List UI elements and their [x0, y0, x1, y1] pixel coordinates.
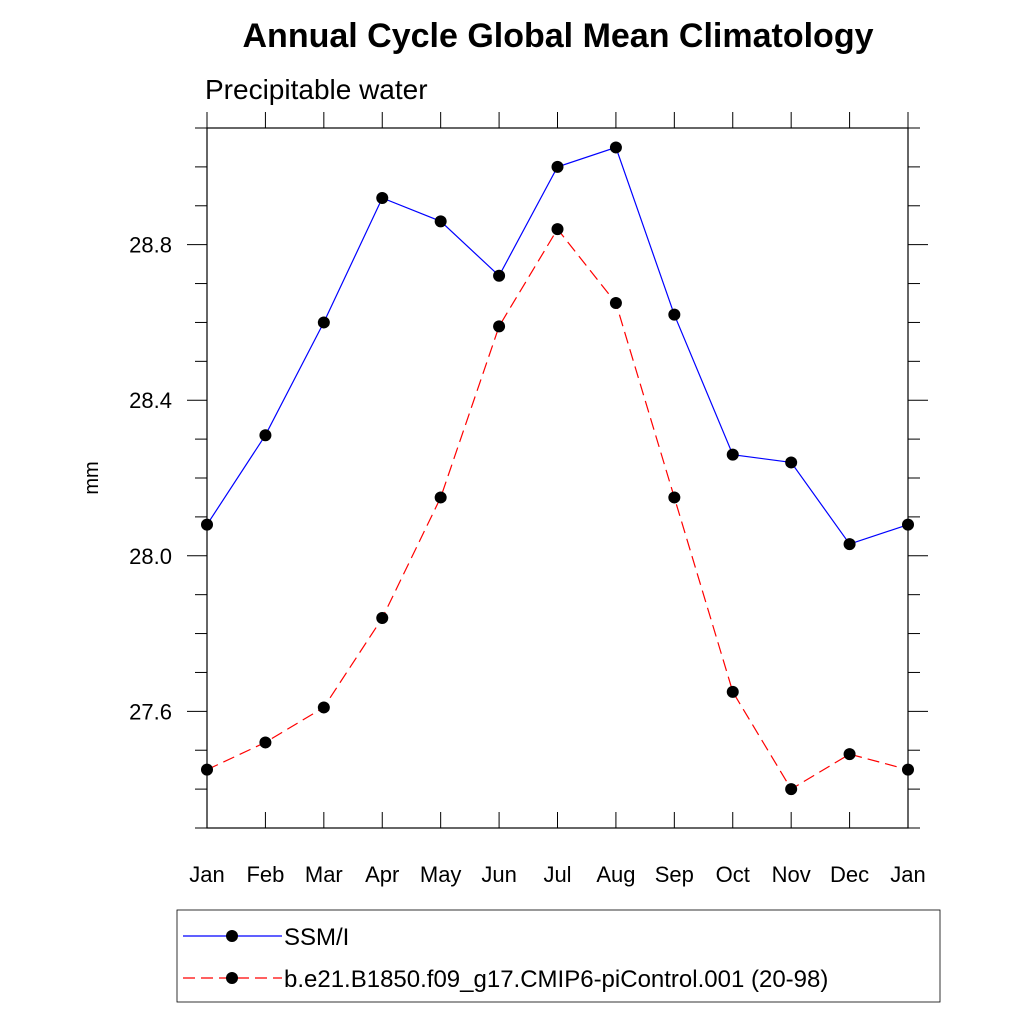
data-point [201, 763, 213, 776]
x-tick-label: Jan [890, 862, 925, 887]
chart-title: Annual Cycle Global Mean Climatology [243, 17, 874, 55]
data-point [493, 269, 506, 282]
legend: SSM/I b.e21.B1850.f09_g17.CMIP6-piControl… [183, 924, 828, 993]
data-point [902, 518, 914, 531]
data-point [609, 141, 622, 154]
legend-marker [226, 930, 238, 942]
data-point [551, 223, 564, 236]
x-tick-label: Jan [189, 862, 224, 887]
chart-subtitle: Precipitable water [205, 74, 428, 105]
data-point [259, 736, 272, 749]
x-tick-label: Jul [543, 862, 571, 887]
data-point [668, 308, 681, 321]
legend-label-2: b.e21.B1850.f09_g17.CMIP6-piControl.001 … [284, 966, 828, 993]
data-point [785, 456, 798, 469]
series-group [201, 141, 914, 796]
data-point [317, 701, 330, 714]
legend-box [176, 909, 941, 1003]
data-point [843, 538, 856, 551]
data-point [434, 491, 447, 504]
axis-ticks [187, 112, 928, 829]
x-tick-label: Oct [716, 862, 750, 887]
data-point [434, 215, 447, 228]
y-tick-label: 27.6 [129, 699, 172, 724]
x-tick-labels: Jan Feb Mar Apr May Jun Jul Aug Sep Oct Nov Dec Jan [189, 862, 925, 887]
x-tick-label: Apr [365, 862, 399, 887]
data-point [259, 429, 272, 442]
data-point [376, 612, 389, 624]
data-point [902, 763, 914, 776]
data-point [551, 160, 564, 173]
data-point [785, 783, 798, 796]
data-point [201, 518, 213, 531]
x-tick-label: Dec [830, 862, 869, 887]
data-point [726, 448, 739, 461]
x-tick-label: Mar [305, 862, 343, 887]
y-tick-label: 28.8 [129, 233, 172, 258]
data-point [609, 297, 622, 309]
legend-marker [226, 972, 238, 984]
x-tick-label: Nov [772, 862, 811, 887]
data-point [317, 316, 330, 329]
data-point [376, 192, 389, 204]
x-tick-label: Feb [246, 862, 284, 887]
data-point [493, 320, 506, 333]
data-point [843, 748, 856, 761]
y-tick-label: 28.4 [129, 388, 172, 413]
x-tick-label: May [420, 862, 462, 887]
series-line-1 [206, 146, 909, 545]
x-tick-label: Sep [655, 862, 694, 887]
y-tick-labels: 28.8 28.4 28.0 27.6 [129, 233, 172, 725]
legend-label-1: SSM/I [284, 924, 349, 951]
data-point [668, 491, 681, 504]
data-point [726, 685, 739, 698]
x-tick-label: Aug [596, 862, 635, 887]
y-tick-label: 28.0 [129, 544, 172, 569]
x-tick-label: Jun [481, 862, 516, 887]
y-axis-title: mm [81, 461, 103, 494]
series-line-2 [206, 228, 909, 790]
